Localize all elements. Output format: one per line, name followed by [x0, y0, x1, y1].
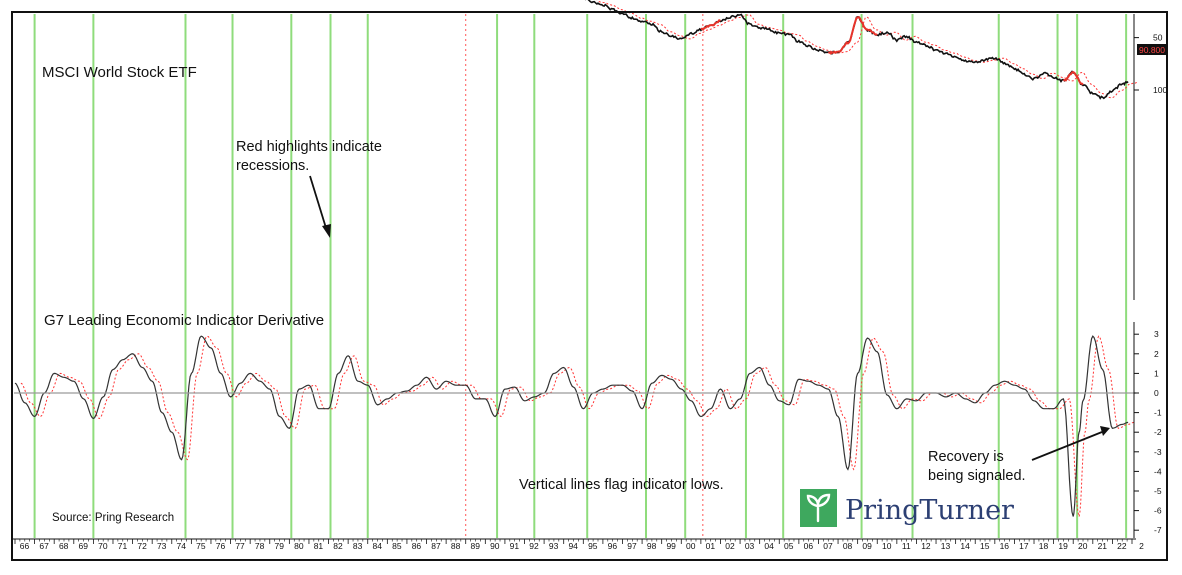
year-label: 06 [804, 541, 814, 551]
lei-tick-label: -2 [1154, 427, 1162, 437]
year-label: 03 [745, 541, 755, 551]
year-label: 98 [647, 541, 657, 551]
lei-chart-title: G7 Leading Economic Indicator Derivative [44, 312, 324, 329]
stock-chart-title: MSCI World Stock ETF [42, 64, 197, 81]
year-label: 92 [529, 541, 539, 551]
year-label: 22 [1117, 541, 1127, 551]
year-label: 11 [902, 541, 911, 551]
pringturner-logo: PringTurner [800, 489, 1014, 527]
year-label: 07 [823, 541, 833, 551]
year-label: 00 [686, 541, 696, 551]
last-value-label: 90.800 [1139, 45, 1165, 55]
year-label: 94 [568, 541, 578, 551]
year-label: 93 [549, 541, 559, 551]
year-label: 19 [1058, 541, 1068, 551]
year-label: 02 [725, 541, 735, 551]
year-label: 74 [177, 541, 187, 551]
year-label: 71 [118, 541, 128, 551]
year-label: 77 [235, 541, 245, 551]
year-label: 80 [294, 541, 304, 551]
lei-tick-label: 2 [1154, 349, 1159, 359]
year-label: 10 [882, 541, 892, 551]
year-label: 81 [314, 541, 324, 551]
indicator-low-lines [33, 14, 1128, 538]
recession-note-line1: Red highlights indicate [236, 139, 382, 155]
year-label: 97 [627, 541, 637, 551]
stock-moving-average [596, 0, 1137, 99]
year-label: 72 [137, 541, 147, 551]
year-label: 79 [275, 541, 285, 551]
year-label: 68 [59, 541, 69, 551]
pringturner-logo-text: PringTurner [845, 495, 1014, 526]
year-label: 14 [960, 541, 970, 551]
lei-tick-label: -5 [1154, 486, 1162, 496]
vertical-lines-note: Vertical lines flag indicator lows. [519, 477, 724, 493]
year-label: 13 [941, 541, 951, 551]
stock-tick-100: 100 [1153, 85, 1167, 95]
recovery-note-line2: being signaled. [928, 468, 1026, 484]
lei-tick-label: -7 [1154, 525, 1162, 535]
recession-note-arrow [309, 175, 331, 238]
year-label: 2 [1139, 541, 1144, 551]
year-label: 05 [784, 541, 794, 551]
year-label: 87 [431, 541, 441, 551]
year-label: 08 [843, 541, 853, 551]
lei-tick-label: 1 [1154, 368, 1159, 378]
year-label: 16 [1000, 541, 1010, 551]
recovery-note-arrow [1031, 426, 1110, 461]
recession-highlight [828, 16, 878, 55]
year-label: 21 [1098, 541, 1108, 551]
recession-note-line2: recessions. [236, 158, 309, 174]
year-label: 75 [196, 541, 206, 551]
recession-highlight [700, 19, 721, 31]
last-value-tag: 90.800 [1137, 44, 1167, 55]
year-label: 15 [980, 541, 990, 551]
year-label: 99 [666, 541, 676, 551]
year-label: 17 [1019, 541, 1029, 551]
year-label: 78 [255, 541, 265, 551]
year-label: 69 [79, 541, 89, 551]
year-label: 04 [764, 541, 774, 551]
year-label: 09 [862, 541, 872, 551]
lei-tick-label: -6 [1154, 506, 1162, 516]
year-label: 01 [706, 541, 716, 551]
year-label: 20 [1078, 541, 1088, 551]
year-label: 86 [412, 541, 422, 551]
year-label: 18 [1039, 541, 1049, 551]
year-label: 84 [373, 541, 383, 551]
stock-tick-50: 50 [1153, 33, 1163, 43]
lei-tick-label: 0 [1154, 388, 1159, 398]
year-label: 90 [490, 541, 500, 551]
stock-price-line [585, 0, 1129, 100]
year-label: 96 [608, 541, 618, 551]
lei-tick-label: -1 [1154, 408, 1162, 418]
year-label: 85 [392, 541, 402, 551]
lei-tick-label: -3 [1154, 447, 1162, 457]
sprout-icon [806, 493, 831, 523]
year-label: 89 [470, 541, 480, 551]
year-label: 70 [98, 541, 108, 551]
year-label: 83 [353, 541, 363, 551]
year-label: 76 [216, 541, 226, 551]
year-label: 95 [588, 541, 598, 551]
recession-highlight [1063, 71, 1084, 86]
year-label: 66 [20, 541, 30, 551]
year-label: 12 [921, 541, 931, 551]
source-note: Source: Pring Research [52, 512, 174, 524]
year-label: 73 [157, 541, 167, 551]
year-label: 88 [451, 541, 461, 551]
lei-tick-label: 3 [1154, 329, 1159, 339]
recovery-note-line1: Recovery is [928, 449, 1004, 465]
lei-tick-label: -4 [1154, 466, 1162, 476]
year-label: 67 [39, 541, 49, 551]
year-label: 91 [510, 541, 520, 551]
chart-frame [11, 11, 1168, 561]
year-label: 82 [333, 541, 343, 551]
